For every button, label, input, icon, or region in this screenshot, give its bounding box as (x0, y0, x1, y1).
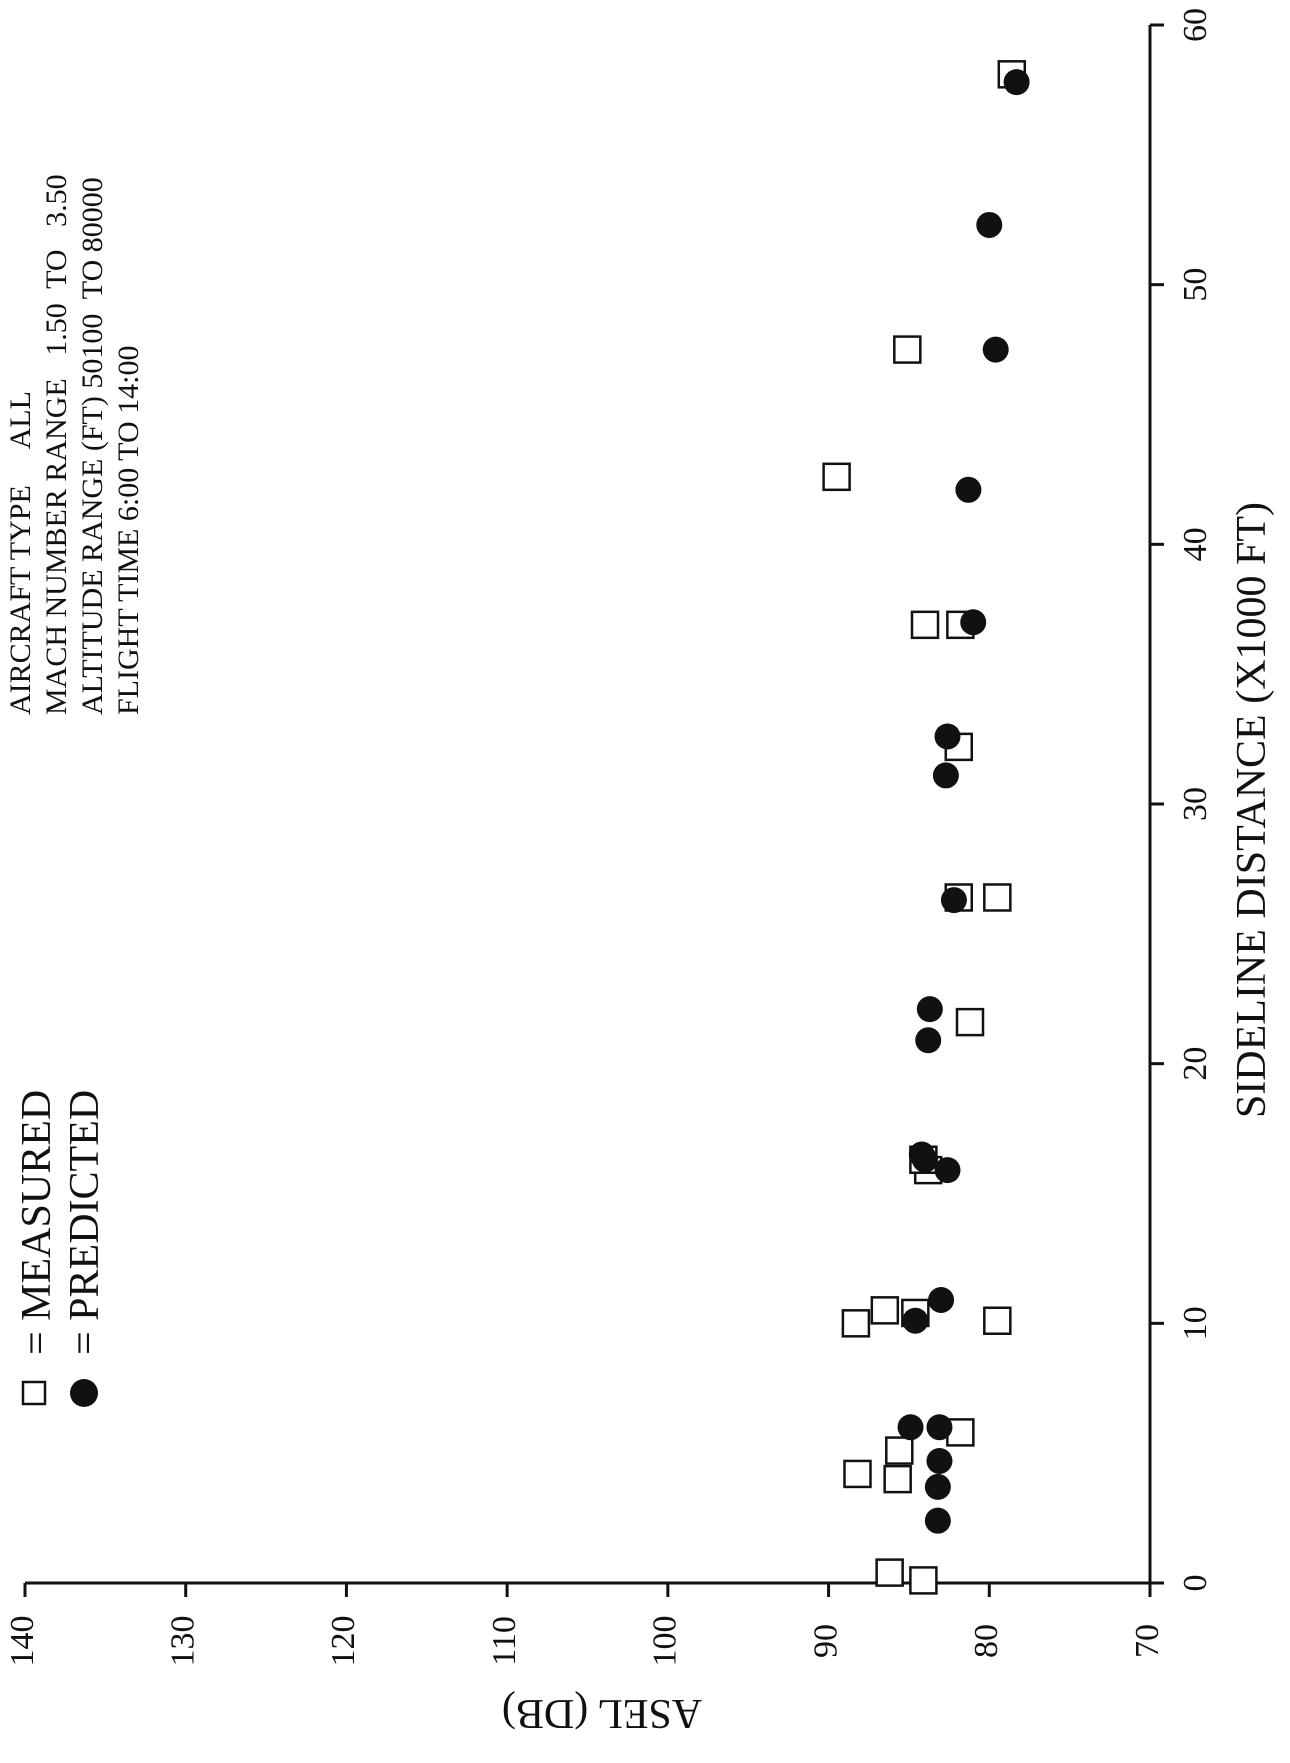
y-tick-label: 70 (1129, 1624, 1166, 1658)
x-tick-label: 20 (1177, 1047, 1214, 1081)
predicted-point (916, 996, 943, 1023)
predicted-point (928, 1286, 955, 1313)
flight-info-annotations: AIRCRAFT TYPE ALL MACH NUMBER RANGE 1.50… (4, 174, 145, 715)
measured-point (883, 1464, 912, 1494)
annotation-flight-time: FLIGHT TIME 6:00 TO 14:00 (112, 346, 145, 715)
predicted-point (932, 762, 959, 789)
y-tick-label: 140 (4, 1616, 41, 1667)
annotation-aircraft-type: AIRCRAFT TYPE ALL (4, 391, 37, 715)
predicted-point (908, 1141, 935, 1168)
measured-point (841, 1309, 871, 1338)
measured-point (885, 1436, 914, 1465)
x-axis-title: SIDELINE DISTANCE (X1000 FT) (1229, 502, 1275, 1118)
measured-point (870, 1296, 900, 1325)
legend: = MEASURED = PREDICTED (14, 1090, 108, 1407)
y-axis-title: ASEL (DB) (502, 1690, 702, 1736)
x-tick-label: 60 (1177, 8, 1214, 42)
x-ticks: 0 10 20 30 40 50 60 (1150, 8, 1214, 1592)
y-tick-label: 110 (486, 1616, 523, 1666)
axes: 0 10 20 30 40 50 60 70 80 90 100 110 120 130 140 (4, 8, 1214, 1667)
measured-point (822, 462, 851, 492)
annotation-altitude-range: ALTITUDE RANGE (FT) 50100 TO 80000 (76, 177, 109, 715)
x-tick-label: 10 (1177, 1306, 1214, 1340)
x-tick-label: 30 (1177, 787, 1214, 821)
predicted-point (955, 476, 982, 503)
measured-point (955, 1007, 985, 1037)
predicted-point (982, 336, 1009, 363)
annotation-mach-range: MACH NUMBER RANGE 1.50 TO 3.50 (40, 174, 73, 715)
predicted-point (926, 1447, 953, 1474)
predicted-point (976, 211, 1003, 238)
legend-measured-marker (21, 1380, 47, 1406)
predicted-point (924, 1473, 951, 1500)
x-tick-label: 0 (1177, 1575, 1214, 1592)
predicted-point (902, 1307, 929, 1334)
predicted-point (960, 609, 987, 636)
predicted-point (1003, 69, 1030, 96)
measured-point (893, 335, 922, 364)
measured-point (909, 1566, 938, 1595)
y-tick-label: 120 (325, 1616, 362, 1667)
y-tick-label: 80 (968, 1624, 1005, 1658)
legend-predicted-label: = PREDICTED (62, 1090, 108, 1355)
y-tick-label: 100 (647, 1616, 684, 1667)
legend-predicted-marker (70, 1379, 98, 1407)
predicted-point (926, 1414, 953, 1441)
predicted-point (897, 1414, 924, 1441)
predicted-point (940, 887, 967, 914)
y-tick-label: 90 (807, 1624, 844, 1658)
predicted-point (934, 1157, 961, 1184)
y-tick-label: 130 (165, 1616, 202, 1667)
y-ticks: 70 80 90 100 110 120 130 140 (4, 1583, 1166, 1667)
measured-point (983, 883, 1012, 912)
measured-point (875, 1558, 904, 1587)
series-predicted (897, 69, 1030, 1534)
measured-point (983, 1306, 1012, 1335)
predicted-point (924, 1507, 951, 1534)
x-tick-label: 40 (1177, 527, 1214, 561)
predicted-point (934, 723, 961, 750)
measured-point (843, 1459, 872, 1489)
x-tick-label: 50 (1177, 268, 1214, 302)
predicted-point (915, 1027, 942, 1054)
measured-point (910, 610, 940, 640)
series-measured (822, 60, 1027, 1595)
legend-measured-label: = MEASURED (14, 1090, 60, 1355)
